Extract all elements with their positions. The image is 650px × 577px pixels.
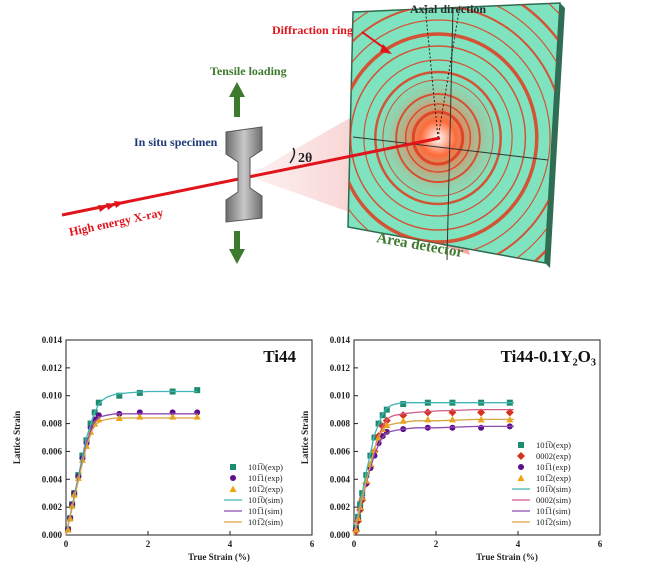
tensile-arrow-down (229, 231, 245, 264)
y-tick-label: 0.004 (330, 474, 351, 484)
legend-entry: 101̅1(sim) (248, 506, 283, 516)
chart-title: Ti44 (263, 347, 296, 366)
detector-crosshair-v (446, 7, 454, 261)
x-axis-label: True Strain (%) (188, 552, 250, 562)
specimen-shape (225, 126, 263, 223)
legend-entry: 101̅2(sim) (248, 517, 283, 527)
data-point (383, 428, 390, 435)
y-tick-label: 0.002 (42, 502, 63, 512)
diffraction-ring-label: Diffraction ring (272, 23, 353, 37)
x-tick-label: 2 (434, 539, 439, 549)
series-line (65, 417, 198, 536)
legend-entry: 101̅0(exp) (536, 440, 571, 450)
y-tick-label: 0.006 (42, 446, 63, 456)
xray-beam (61, 136, 441, 217)
y-tick-label: 0.004 (42, 474, 63, 484)
data-point (383, 406, 390, 413)
data-point (477, 408, 486, 417)
legend-entry: 101̅0(sim) (248, 495, 283, 505)
x-tick-label: 6 (598, 539, 603, 549)
legend-entry: 101̅2(exp) (536, 473, 571, 483)
tensile-arrow-up (229, 82, 245, 117)
y-tick-label: 0.014 (330, 335, 351, 345)
y-tick-label: 0.000 (42, 530, 63, 540)
detector-crosshair-h (352, 136, 549, 161)
diffraction-ring-3 (382, 79, 494, 197)
diffraction-ring-1 (404, 103, 472, 173)
diffraction-ring-6 (349, 45, 527, 231)
diffraction-ring-2 (395, 93, 481, 183)
series-line (353, 418, 514, 536)
axial-direction-label: Axial direction (410, 2, 486, 16)
series-line (353, 425, 514, 536)
data-point (383, 421, 391, 428)
legend-swatch (230, 475, 236, 481)
legend-swatch (518, 442, 524, 448)
legend-swatch (518, 464, 524, 470)
y-tick-label: 0.010 (330, 391, 351, 401)
legend-entry: 101̅1(exp) (536, 462, 571, 472)
legend-entry: 0002(exp) (536, 451, 571, 461)
y-tick-label: 0.000 (330, 530, 351, 540)
data-point (478, 424, 485, 431)
x-tick-label: 2 (146, 539, 151, 549)
legend-entry: 101̅1(exp) (248, 473, 283, 483)
legend-swatch (517, 474, 525, 481)
data-point (116, 392, 123, 399)
y-tick-label: 0.010 (42, 391, 63, 401)
data-point (505, 408, 514, 417)
y-tick-label: 0.014 (42, 335, 63, 345)
diffraction-ring-pointer-head (380, 44, 392, 54)
axial-dotted-line-right (437, 4, 461, 139)
legend-entry: 101̅0(exp) (248, 462, 283, 472)
x-tick-label: 0 (352, 539, 357, 549)
data-point (400, 401, 407, 408)
x-tick-label: 4 (228, 539, 233, 549)
x-tick-label: 4 (516, 539, 521, 549)
area-detector-plate (347, 2, 565, 268)
x-tick-label: 6 (310, 539, 315, 549)
plot-frame (353, 339, 601, 536)
beam-arrow-3 (114, 201, 124, 208)
chart-ti44: 0.000 0.002 0.004 0.006 0.008 0.010 0.012 0.014… (12, 335, 315, 562)
chart-ti44-y2o3: 0.000 0.002 0.004 0.006 0.008 0.010 0.012 0.014… (300, 335, 603, 562)
legend-entry: 101̅2(exp) (248, 484, 283, 494)
legend-entry: 101̅2(sim) (536, 517, 571, 527)
legend-swatch (229, 485, 237, 492)
two-theta-label: 2θ (298, 151, 312, 166)
y-tick-label: 0.012 (330, 363, 351, 373)
y-axis-label: Lattice Strain (300, 411, 310, 464)
diffraction-ring-7 (348, 32, 539, 244)
y-tick-label: 0.008 (330, 419, 351, 429)
plot-frame (65, 339, 313, 536)
data-point (95, 399, 102, 406)
x-tick-label: 0 (64, 539, 69, 549)
two-theta-arc (289, 147, 296, 164)
tensile-loading-label: Tensile loading (210, 64, 287, 78)
legend-entry: 0002(sim) (536, 495, 571, 505)
in-situ-specimen-label: In situ specimen (134, 135, 218, 149)
beam-arrow-1 (98, 205, 108, 212)
series-line (353, 402, 514, 536)
data-point (194, 387, 201, 394)
diffraction-ring-0 (411, 110, 465, 166)
legend-swatch (517, 452, 525, 460)
beam-arrow-2 (106, 203, 116, 210)
x-axis-label: True Strain (%) (476, 552, 538, 562)
diffraction-ring-4 (374, 70, 502, 206)
legend-swatch (230, 464, 236, 470)
legend-entry: 101̅1(sim) (536, 506, 571, 516)
data-point (136, 389, 143, 396)
chart-title: Ti44-0.1Y₂O₃ (501, 347, 596, 366)
series-line (65, 390, 198, 536)
y-tick-label: 0.012 (42, 363, 63, 373)
legend-entry: 101̅0(sim) (536, 484, 571, 494)
y-tick-label: 0.006 (330, 446, 351, 456)
y-tick-label: 0.008 (42, 419, 63, 429)
data-point (423, 408, 432, 417)
y-axis-label: Lattice Strain (12, 411, 22, 464)
y-tick-label: 0.002 (330, 502, 351, 512)
